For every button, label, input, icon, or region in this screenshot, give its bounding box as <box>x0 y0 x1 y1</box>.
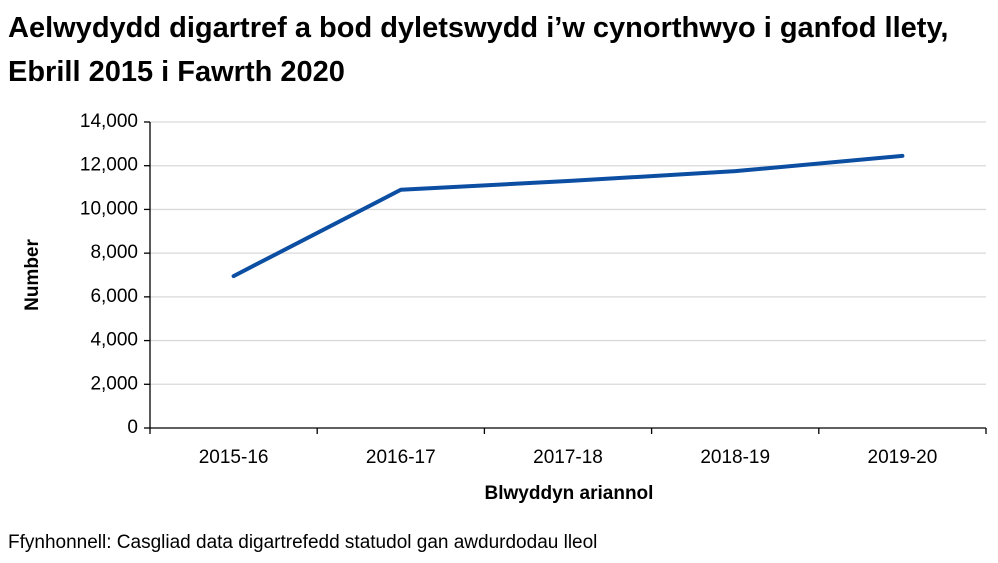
y-axis-label: Number <box>22 239 43 311</box>
y-tick-label: 12,000 <box>80 155 138 176</box>
x-tick-label: 2015-16 <box>199 447 269 468</box>
y-tick-label: 4,000 <box>90 330 138 351</box>
x-tick-label: 2019-20 <box>868 447 938 468</box>
y-tick-label: 8,000 <box>90 242 138 263</box>
y-tick-label: 10,000 <box>80 198 138 219</box>
y-tick-label: 2,000 <box>90 373 138 394</box>
x-tick-label: 2016-17 <box>366 447 436 468</box>
x-axis-label: Blwyddyn ariannol <box>485 483 654 504</box>
y-tick-label: 0 <box>127 417 138 438</box>
x-tick-label: 2017-18 <box>533 447 603 468</box>
y-tick-label: 14,000 <box>80 111 138 132</box>
source-note: Ffynhonnell: Casgliad data digartrefedd … <box>8 532 598 553</box>
chart-title: Aelwydydd digartref a bod dyletswydd i’w… <box>8 12 949 88</box>
y-tick-label: 6,000 <box>90 286 138 307</box>
x-tick-label: 2018-19 <box>700 447 770 468</box>
line-series <box>231 153 905 279</box>
